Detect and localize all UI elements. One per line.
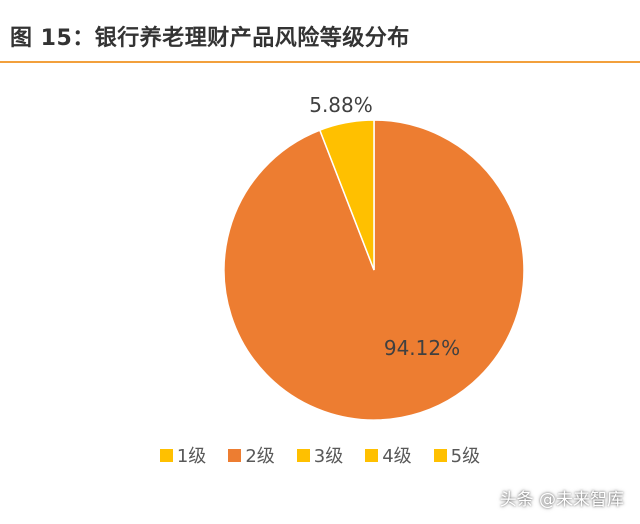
data-label-3: 5.88%	[309, 93, 373, 117]
legend-swatch	[228, 448, 242, 462]
legend-label: 5级	[450, 446, 481, 467]
watermark: 头条 @未来智库	[499, 490, 624, 510]
legend-item-2: 2级	[228, 442, 275, 468]
figure-title: 图 15：银行养老理财产品风险等级分布	[10, 26, 410, 51]
legend-label: 1级	[176, 446, 207, 467]
pie-slice-3	[318, 119, 375, 271]
legend-item-4: 4级	[365, 442, 412, 468]
legend-swatch	[296, 448, 310, 462]
legend-swatch	[159, 448, 173, 462]
legend-item-3: 3级	[296, 442, 344, 468]
legend-swatch	[433, 448, 447, 462]
legend-label: 4级	[382, 446, 412, 467]
legend-label: 3级	[313, 446, 344, 467]
title-divider	[0, 61, 640, 63]
legend-label: 2级	[245, 446, 275, 467]
legend-item-5: 5级	[433, 442, 481, 468]
data-label-2: 94.12%	[384, 336, 460, 360]
legend-item-1: 1级	[159, 442, 207, 468]
legend-swatch	[365, 448, 379, 462]
chart-legend: 1级 2级 3级 4级 5级	[0, 442, 640, 468]
